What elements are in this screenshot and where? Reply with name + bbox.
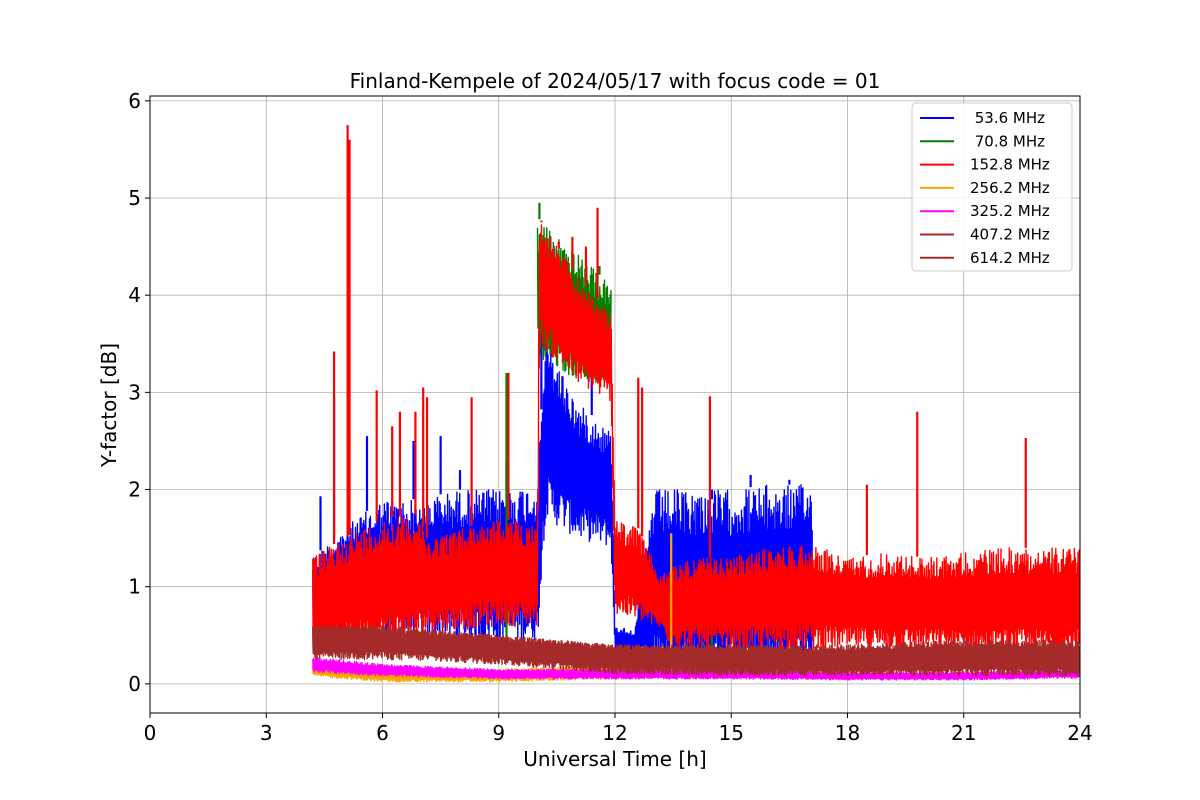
legend-entry: 256.2 MHz: [970, 179, 1050, 197]
y-tick-label: 0: [128, 672, 141, 696]
y-tick-label: 1: [128, 575, 141, 599]
x-tick-label: 12: [602, 721, 627, 745]
x-tick-label: 15: [719, 721, 744, 745]
legend-entry: 152.8 MHz: [970, 156, 1050, 174]
x-tick-label: 0: [144, 721, 157, 745]
legend-box: [911, 102, 1073, 272]
x-tick-label: 24: [1067, 721, 1092, 745]
y-tick-label: 5: [128, 186, 141, 210]
legend-entry: 407.2 MHz: [970, 226, 1050, 244]
series-line: [312, 224, 1080, 656]
x-tick-label: 3: [260, 721, 273, 745]
x-tick-label: 21: [951, 721, 976, 745]
y-tick-label: 2: [128, 478, 141, 502]
series-layer: [312, 125, 1080, 683]
chart-title: Finland-Kempele of 2024/05/17 with focus…: [350, 69, 881, 93]
y-tick-label: 6: [128, 89, 141, 113]
y-axis-label: Y-factor [dB]: [97, 343, 121, 468]
legend-entry: 325.2 MHz: [970, 202, 1050, 220]
x-tick-label: 6: [376, 721, 389, 745]
legend-entry: 53.6 MHz: [970, 109, 1045, 127]
x-axis-label: Universal Time [h]: [523, 747, 706, 771]
legend-entry: 614.2 MHz: [970, 249, 1050, 267]
x-tick-label: 18: [835, 721, 860, 745]
y-tick-label: 3: [128, 380, 141, 404]
series-line: [312, 624, 1080, 670]
x-tick-label: 9: [492, 721, 505, 745]
legend: 53.6 MHz 70.8 MHz 152.8 MHz 256.2 MHz 325.2…: [911, 102, 1073, 272]
y-tick-label: 4: [128, 283, 141, 307]
legend-entry: 70.8 MHz: [970, 132, 1045, 150]
